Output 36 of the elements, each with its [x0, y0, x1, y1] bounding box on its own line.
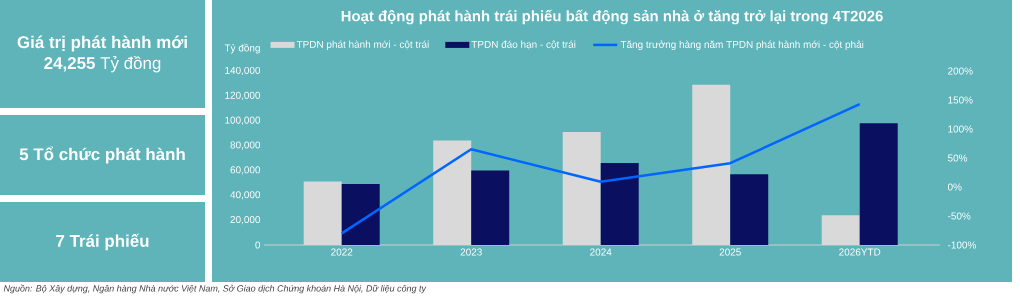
text: Giá trị phát hành mới [17, 35, 187, 52]
y2-tick-label: -100% [947, 241, 976, 249]
y2-tick-label: -50% [947, 212, 971, 220]
line-series [340, 102, 861, 235]
bar [471, 170, 510, 245]
y2-tick-label: 0% [947, 183, 962, 191]
bar [341, 184, 380, 245]
legend-label: TPDN phát hành mới - cột trái [296, 40, 429, 50]
y-tick-label: 20,000 [230, 216, 261, 225]
x-tick-label: 2023 [460, 248, 482, 256]
text: Nguồn: Bộ Xây dựng, Ngân hàng Nhà nước Việt Nam, Sở Giao dịch Chứng khoán Hà Nội, Dữ liệu công ty [3, 284, 427, 294]
text: 24,255 Tỷ đồng [44, 55, 161, 73]
text: 7 Trái phiếu [56, 233, 149, 251]
y-tick-label: 120,000 [225, 91, 261, 100]
legend-label: Tăng trưởng hàng năm TPDN phát hành mới - cột phải [620, 40, 864, 50]
y2-tick-label: 150% [948, 96, 973, 104]
y-tick-label: 40,000 [230, 191, 261, 200]
x-tick-label: 2024 [590, 248, 612, 256]
y2-tick-label: 100% [948, 125, 973, 133]
chart-title: Hoạt động phát hành trái phiếu bất động sản nhà ở tăng trở lại trong 4T2026 [341, 9, 883, 25]
bar [730, 174, 769, 245]
y-tick-label: 60,000 [230, 166, 261, 175]
x-tick-label: 2022 [331, 248, 353, 256]
text: 5 Tổ chức phát hành [19, 146, 185, 164]
bar [600, 162, 639, 245]
legend-label: TPDN đáo hạn - cột trái [471, 40, 576, 50]
y-tick-label: 0 [255, 241, 261, 249]
y-tick-label: 140,000 [225, 66, 261, 76]
y-tick-label: 100,000 [225, 116, 261, 125]
x-tick-label: 2026YTD [839, 248, 881, 256]
y2-tick-label: 200% [948, 67, 973, 75]
bar [859, 123, 898, 245]
y-axis-title: Tỷ đồng [224, 43, 260, 54]
y2-tick-label: 50% [947, 154, 968, 162]
x-tick-label: 2025 [719, 248, 741, 256]
y-tick-label: 80,000 [230, 141, 261, 150]
